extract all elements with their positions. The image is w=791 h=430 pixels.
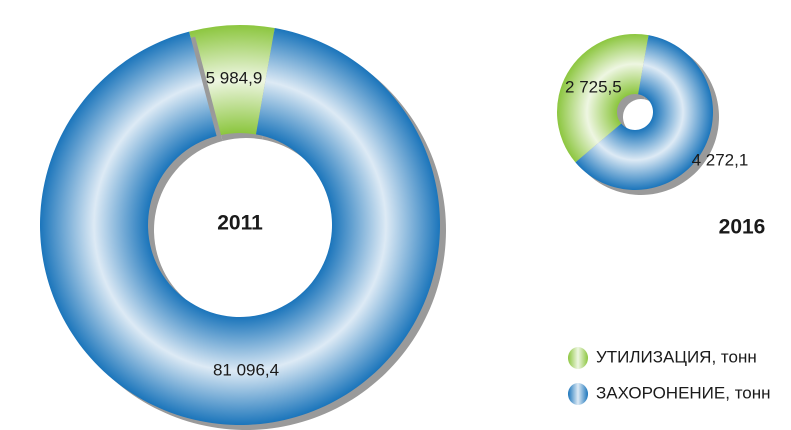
legend-label: ЗАХОРОНЕНИЕ, тонн [596, 383, 771, 402]
donut-segment [39, 28, 440, 426]
value-label: 81 096,4 [213, 360, 279, 379]
value-label: 4 272,1 [692, 150, 749, 169]
legend-swatch [568, 347, 588, 369]
year-label: 2011 [217, 212, 263, 235]
donut-segment [557, 34, 649, 163]
year-label: 2016 [719, 216, 766, 239]
legend-label: УТИЛИЗАЦИЯ, тонн [596, 347, 757, 366]
donut-segment [575, 35, 713, 190]
value-label: 5 984,9 [206, 69, 263, 88]
value-label: 2 725,5 [565, 78, 622, 97]
legend-swatch [568, 383, 588, 405]
